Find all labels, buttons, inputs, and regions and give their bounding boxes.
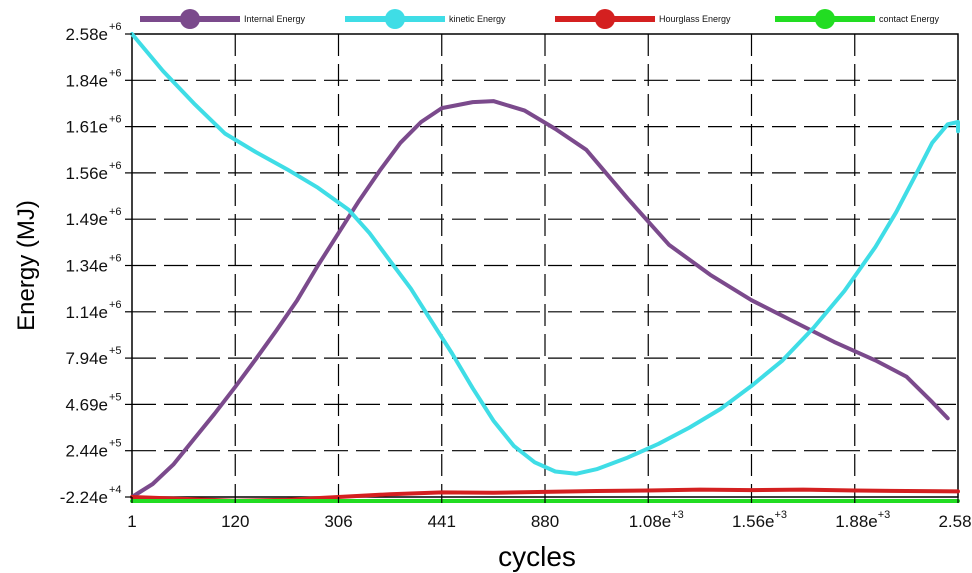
legend-label-kinetic-energy: kinetic Energy [449,14,506,24]
y-tick-exponent: +5 [109,391,122,403]
x-tick-label: 1.08e+3 [629,509,684,531]
y-tick-exponent: +6 [109,67,122,79]
y-tick-exponent: +5 [109,438,122,450]
x-tick-label: 120 [221,512,249,531]
series-lines [130,32,960,503]
x-axis-title: cycles [498,541,576,572]
x-tick-label: 1 [127,512,136,531]
y-tick-label: 7.94e [65,349,108,368]
y-axis-title: Energy (MJ) [13,200,40,331]
y-tick-label: 1.14e [65,303,108,322]
y-tick-exponent: +4 [109,484,122,496]
y-tick-label: 1.61e [65,118,108,137]
y-tick-label: 2.58e [65,25,108,44]
y-tick-label: 1.49e [65,210,108,229]
legend-marker-contact-energy [815,9,835,29]
x-tick-label: 1.56e+3 [732,509,787,531]
y-tick-label: 4.69e [65,395,108,414]
y-tick-label: 1.84e [65,71,108,90]
x-tick-label: 306 [324,512,352,531]
y-tick-label: 1.34e [65,257,108,276]
plot-area [130,32,960,503]
x-tick-label: 2.58e+3 [938,509,972,531]
x-tick-label: 441 [428,512,456,531]
y-tick-exponent: +5 [109,345,122,357]
series-line-kinetic-energy [130,32,960,476]
legend-label-contact-energy: contact Energy [879,14,940,24]
y-tick-exponent: +6 [109,299,122,311]
series-line-internal-energy [130,99,950,499]
legend-marker-internal-energy [180,9,200,29]
legend-marker-kinetic-energy [385,9,405,29]
legend-label-hourglass-energy: Hourglass Energy [659,14,731,24]
x-tick-label: 880 [531,512,559,531]
legend-label-internal-energy: Internal Energy [244,14,306,24]
y-tick-label: 2.44e [65,442,108,461]
grid-lines [132,34,958,497]
y-axis-ticks: 2.58e +61.84e +61.61e +61.56e +61.49e +61.34e… [60,21,132,507]
y-tick-exponent: +6 [109,114,122,126]
y-tick-exponent: +6 [109,206,122,218]
y-tick-exponent: +6 [109,21,122,33]
legend-marker-hourglass-energy [595,9,615,29]
chart-legend: Internal Energy kinetic Energy Hourglass E… [140,9,940,29]
y-tick-label: -2.24e [60,488,108,507]
y-tick-label: 1.56e [65,164,108,183]
x-tick-label: 1.88e+3 [835,509,890,531]
x-axis-ticks: 1 120 306 441 880 1.08e+3 1.56e+3 1.88e+3 2.58e+… [127,497,972,531]
y-tick-exponent: +6 [109,253,122,265]
y-tick-exponent: +6 [109,160,122,172]
